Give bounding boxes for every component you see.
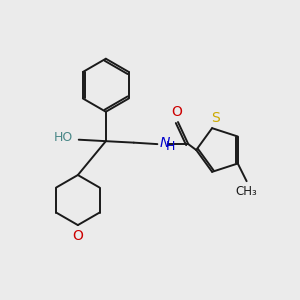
Text: O: O	[171, 105, 182, 119]
Text: CH₃: CH₃	[236, 185, 257, 198]
Text: O: O	[72, 229, 83, 243]
Text: HO: HO	[54, 131, 74, 144]
Text: H: H	[165, 140, 175, 153]
Text: S: S	[211, 111, 219, 124]
Text: N: N	[159, 136, 170, 150]
